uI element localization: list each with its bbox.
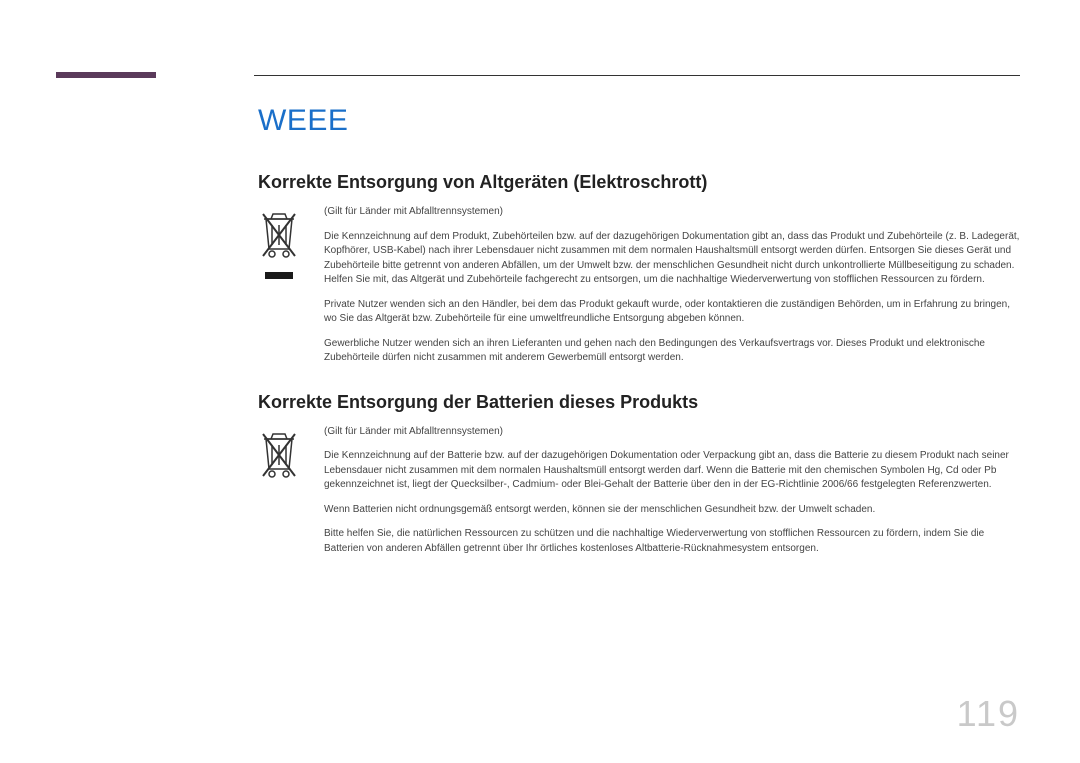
top-rule [254,75,1020,76]
chapter-accent-bar [56,72,156,78]
section2-note: (Gilt für Länder mit Abfalltrennsystemen… [324,425,1020,440]
section2-p1: Die Kennzeichnung auf der Batterie bzw. … [324,449,1020,493]
section1-heading: Korrekte Entsorgung von Altgeräten (Elek… [258,172,1020,193]
page-number: 119 [957,693,1020,735]
crossed-bin-icon [258,248,300,265]
crossed-bin-icon [258,468,300,485]
section2-p2: Wenn Batterien nicht ordnungsgemäß entso… [324,503,1020,518]
section2-icon-col [258,425,304,557]
section1-note: (Gilt für Länder mit Abfalltrennsystemen… [324,205,1020,220]
section2-text: (Gilt für Länder mit Abfalltrennsystemen… [324,425,1020,557]
weee-bar-icon [265,272,293,279]
section2-p3: Bitte helfen Sie, die natürlichen Ressou… [324,527,1020,556]
section1-icon-col [258,205,304,366]
content-area: WEEE Korrekte Entsorgung von Altgeräten … [258,104,1020,556]
page: WEEE Korrekte Entsorgung von Altgeräten … [0,0,1080,763]
section1-p3: Gewerbliche Nutzer wenden sich an ihren … [324,337,1020,366]
section1-text: (Gilt für Länder mit Abfalltrennsystemen… [324,205,1020,366]
section2-heading: Korrekte Entsorgung der Batterien dieses… [258,392,1020,413]
section1: (Gilt für Länder mit Abfalltrennsystemen… [258,205,1020,366]
section2: (Gilt für Länder mit Abfalltrennsystemen… [258,425,1020,557]
section1-p2: Private Nutzer wenden sich an den Händle… [324,298,1020,327]
page-title: WEEE [258,104,1020,138]
section1-p1: Die Kennzeichnung auf dem Produkt, Zubeh… [324,230,1020,288]
